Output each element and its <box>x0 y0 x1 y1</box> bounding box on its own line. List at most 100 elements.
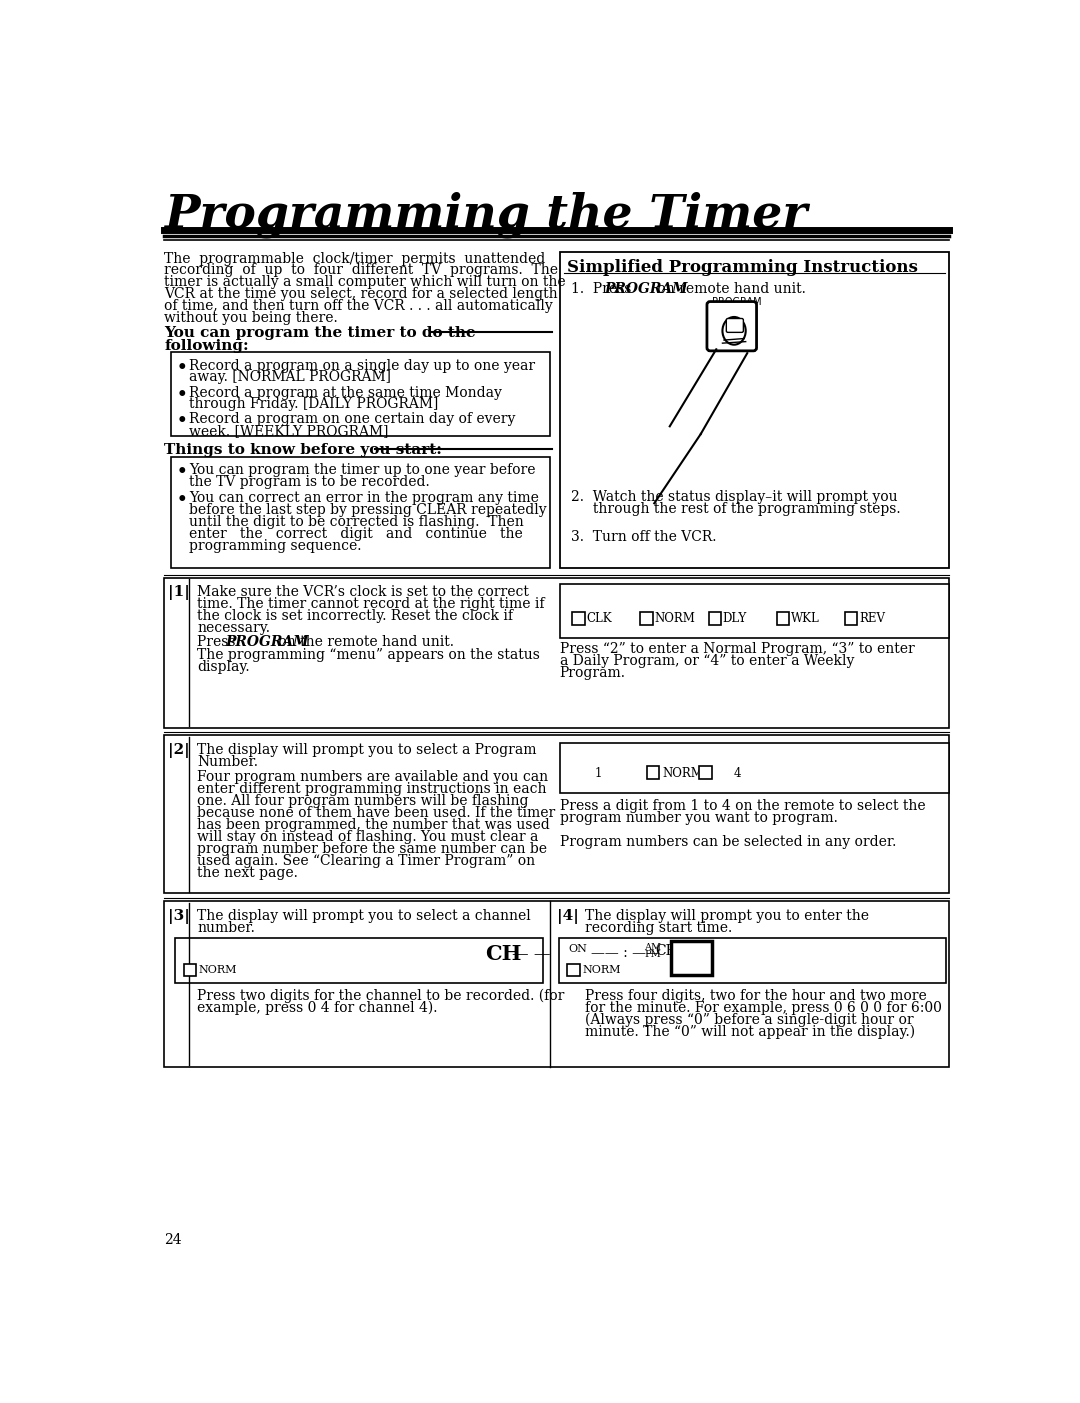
FancyBboxPatch shape <box>727 318 743 333</box>
Text: on the remote hand unit.: on the remote hand unit. <box>273 634 454 648</box>
FancyBboxPatch shape <box>559 584 948 638</box>
Text: •: • <box>177 491 188 508</box>
Text: VCR at the time you select, record for a selected length: VCR at the time you select, record for a… <box>164 288 558 302</box>
Text: enter   the   correct   digit   and   continue   the: enter the correct digit and continue the <box>189 528 523 542</box>
Text: on remote hand unit.: on remote hand unit. <box>652 282 806 296</box>
Text: DLY: DLY <box>723 612 746 626</box>
Text: has been programmed, the number that was used: has been programmed, the number that was… <box>197 818 550 832</box>
Text: •: • <box>177 463 188 480</box>
Text: time. The timer cannot record at the right time if: time. The timer cannot record at the rig… <box>197 598 544 612</box>
Text: through the rest of the programming steps.: through the rest of the programming step… <box>570 502 900 516</box>
Text: 5: 5 <box>848 612 855 626</box>
Text: away. [NORMAL PROGRAM]: away. [NORMAL PROGRAM] <box>189 370 391 384</box>
Text: without you being there.: without you being there. <box>164 311 338 325</box>
Text: Record a program on a single day up to one year: Record a program on a single day up to o… <box>189 359 536 373</box>
Text: REV: REV <box>859 612 885 626</box>
FancyBboxPatch shape <box>184 964 197 976</box>
Text: CH: CH <box>656 944 677 958</box>
Text: number.: number. <box>197 920 255 934</box>
FancyBboxPatch shape <box>559 744 948 793</box>
Text: •: • <box>177 412 188 429</box>
Text: Record a program on one certain day of every: Record a program on one certain day of e… <box>189 412 515 427</box>
Text: |3|: |3| <box>167 909 189 923</box>
FancyBboxPatch shape <box>572 612 584 624</box>
Text: 1.  Press: 1. Press <box>570 282 635 296</box>
Text: before the last step by pressing CLEAR repeatedly: before the last step by pressing CLEAR r… <box>189 504 546 518</box>
Ellipse shape <box>723 317 745 345</box>
Text: Press two digits for the channel to be recorded. (for: Press two digits for the channel to be r… <box>197 989 565 1003</box>
Text: |4|: |4| <box>557 909 579 923</box>
Text: The programming “menu” appears on the status: The programming “menu” appears on the st… <box>197 648 540 662</box>
Text: because none of them have been used. If the timer: because none of them have been used. If … <box>197 805 555 819</box>
FancyBboxPatch shape <box>171 352 551 435</box>
Text: of time, and then turn off the VCR . . . all automatically: of time, and then turn off the VCR . . .… <box>164 299 553 313</box>
Text: Program numbers can be selected in any order.: Program numbers can be selected in any o… <box>559 835 896 849</box>
Text: Make sure the VCR’s clock is set to the correct: Make sure the VCR’s clock is set to the … <box>197 585 529 599</box>
Text: NORM: NORM <box>654 612 696 626</box>
Text: example, press 0 4 for channel 4).: example, press 0 4 for channel 4). <box>197 1000 437 1016</box>
Text: one. All four program numbers will be flashing: one. All four program numbers will be fl… <box>197 794 528 808</box>
Text: PROGRAM: PROGRAM <box>605 282 688 296</box>
Text: You can program the timer to do the: You can program the timer to do the <box>164 327 476 340</box>
Text: PROGRAM: PROGRAM <box>225 634 309 648</box>
FancyBboxPatch shape <box>559 939 946 982</box>
Text: through Friday. [DAILY PROGRAM]: through Friday. [DAILY PROGRAM] <box>189 397 438 411</box>
Text: AM: AM <box>644 943 661 953</box>
Text: •: • <box>177 359 188 376</box>
Text: Press: Press <box>197 634 240 648</box>
FancyBboxPatch shape <box>671 941 713 975</box>
Text: enter different programming instructions in each: enter different programming instructions… <box>197 781 546 796</box>
Text: Program.: Program. <box>559 666 625 680</box>
Text: CH: CH <box>485 944 522 964</box>
Text: 1: 1 <box>595 766 602 780</box>
FancyBboxPatch shape <box>164 578 948 728</box>
Text: NORM: NORM <box>582 965 621 975</box>
Text: 3: 3 <box>711 612 718 626</box>
FancyBboxPatch shape <box>164 735 948 894</box>
Text: The display will prompt you to select a channel: The display will prompt you to select a … <box>197 909 530 923</box>
Text: 3.  Turn off the VCR.: 3. Turn off the VCR. <box>570 530 716 544</box>
Text: PM: PM <box>644 950 661 960</box>
Text: Things to know before you start:: Things to know before you start: <box>164 443 443 457</box>
Text: recording start time.: recording start time. <box>585 920 732 934</box>
Text: display.: display. <box>197 659 249 673</box>
Text: The display will prompt you to select a Program: The display will prompt you to select a … <box>197 744 537 758</box>
Text: Press a digit from 1 to 4 on the remote to select the: Press a digit from 1 to 4 on the remote … <box>559 800 926 814</box>
Text: following:: following: <box>164 340 249 354</box>
FancyBboxPatch shape <box>567 964 580 976</box>
Text: until the digit to be corrected is flashing.  Then: until the digit to be corrected is flash… <box>189 515 524 529</box>
FancyBboxPatch shape <box>164 901 948 1066</box>
Text: 1: 1 <box>187 965 193 975</box>
Text: used again. See “Clearing a Timer Program” on: used again. See “Clearing a Timer Progra… <box>197 853 535 867</box>
Text: You can correct an error in the program any time: You can correct an error in the program … <box>189 491 539 505</box>
Text: 3: 3 <box>702 766 710 780</box>
FancyBboxPatch shape <box>777 612 789 624</box>
Text: Press “2” to enter a Normal Program, “3” to enter: Press “2” to enter a Normal Program, “3”… <box>559 643 915 657</box>
Text: ON: ON <box>568 944 588 954</box>
Text: the next page.: the next page. <box>197 866 298 880</box>
Text: NORM: NORM <box>199 965 237 975</box>
Text: recording  of  up  to  four  different  TV  programs.  The: recording of up to four different TV pro… <box>164 264 558 278</box>
FancyBboxPatch shape <box>845 612 858 624</box>
Text: PROGRAM: PROGRAM <box>713 297 762 307</box>
Text: the TV program is to be recorded.: the TV program is to be recorded. <box>189 474 430 488</box>
Text: the clock is set incorrectly. Reset the clock if: the clock is set incorrectly. Reset the … <box>197 609 513 623</box>
Text: program number you want to program.: program number you want to program. <box>559 811 838 825</box>
Text: programming sequence.: programming sequence. <box>189 539 362 553</box>
FancyBboxPatch shape <box>171 457 551 568</box>
Text: Number.: Number. <box>197 755 258 769</box>
Text: (Always press “0” before a single-digit hour or: (Always press “0” before a single-digit … <box>585 1013 914 1027</box>
Text: CLK: CLK <box>586 612 611 626</box>
FancyBboxPatch shape <box>708 612 721 624</box>
Text: will stay on instead of flashing. You must clear a: will stay on instead of flashing. You mu… <box>197 829 538 843</box>
Text: NORM: NORM <box>663 766 704 780</box>
FancyBboxPatch shape <box>647 766 659 779</box>
Text: a Daily Program, or “4” to enter a Weekly: a Daily Program, or “4” to enter a Weekl… <box>559 654 854 668</box>
Text: The  programmable  clock/timer  permits  unattended: The programmable clock/timer permits una… <box>164 251 545 265</box>
Text: 04: 04 <box>671 943 713 974</box>
Text: 1: 1 <box>575 612 582 626</box>
Text: — —: — — <box>512 946 551 962</box>
Text: 4: 4 <box>779 612 786 626</box>
Text: necessary.: necessary. <box>197 622 270 636</box>
Text: 4: 4 <box>734 766 742 780</box>
